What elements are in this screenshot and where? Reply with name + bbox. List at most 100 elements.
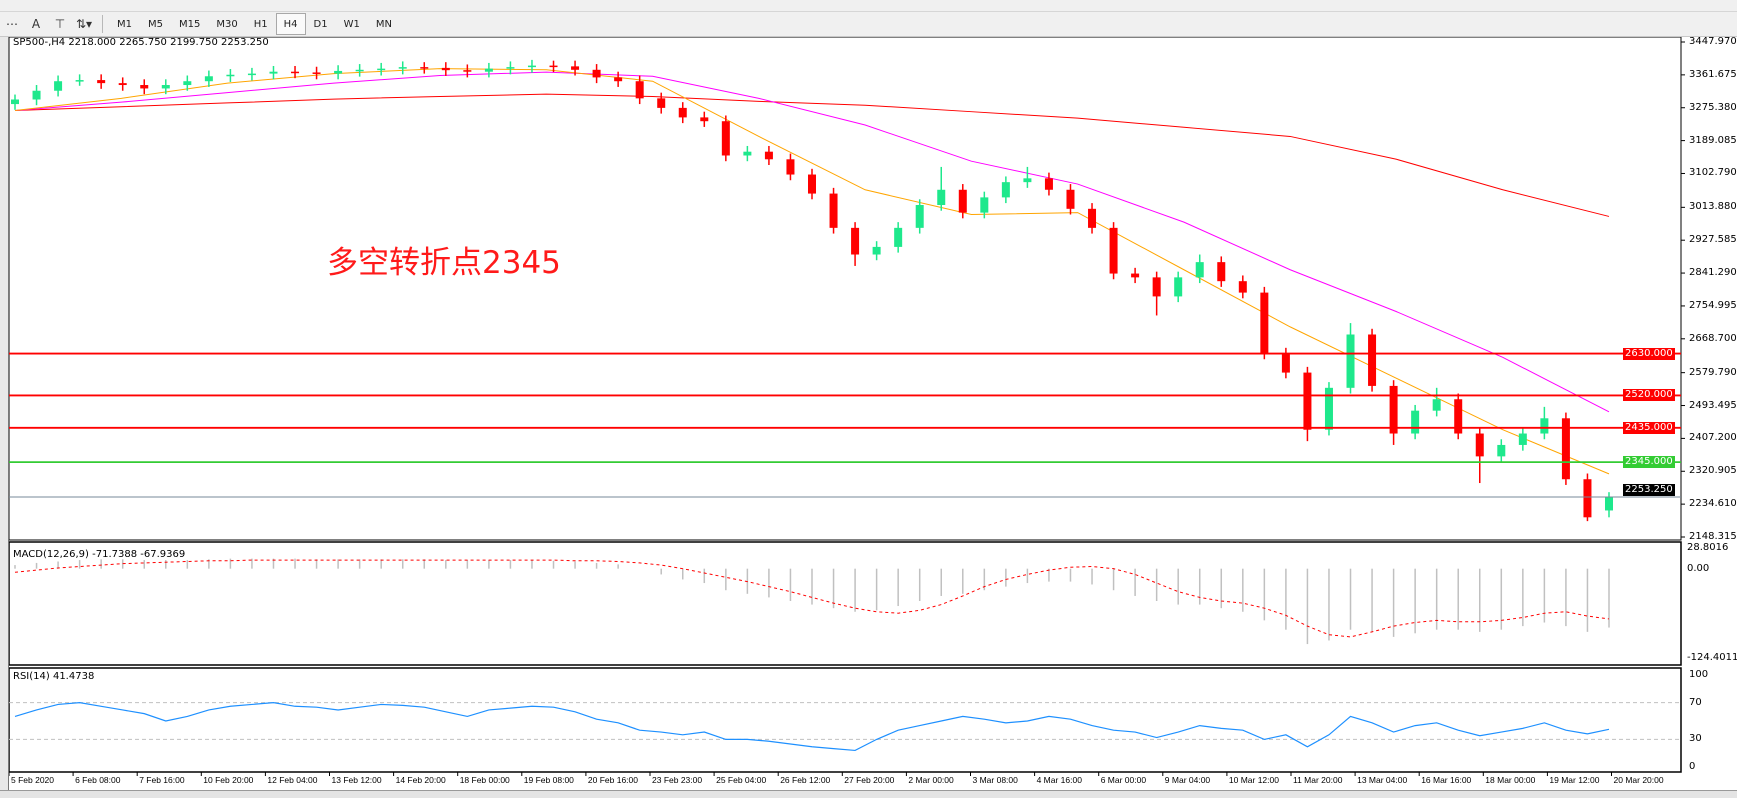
bear-candle (764, 151, 773, 160)
time-axis-label: 6 Mar 00:00 (1100, 775, 1147, 785)
rsi-axis-label: 0 (1689, 761, 1696, 772)
timeframe-m30-button[interactable]: M30 (216, 18, 238, 30)
bull-candle (334, 70, 343, 74)
bear-candle (1238, 281, 1247, 293)
grid-icon[interactable]: ⋯ (6, 17, 18, 31)
rsi-axis-label: 100 (1689, 669, 1709, 680)
price-axis-label: 2148.315 (1689, 531, 1737, 542)
timeframe-toolbar: ⋯ A ⊤ ⇅▾ M1 M5 M15 M30 H1 H4 D1 W1 MN (0, 12, 1737, 37)
macd-signal-line (14, 559, 1610, 638)
bull-candle (226, 74, 235, 77)
time-axis-label: 9 Mar 04:00 (1164, 775, 1211, 785)
bear-candle (1389, 385, 1398, 434)
bull-candle (1518, 433, 1527, 445)
bear-candle (118, 83, 127, 86)
time-axis-label: 13 Mar 04:00 (1357, 775, 1408, 785)
time-axis-label: 26 Feb 12:00 (780, 775, 831, 785)
time-axis-label: 14 Feb 20:00 (395, 775, 446, 785)
bear-candle (700, 117, 709, 122)
arrows-icon[interactable]: ⇅▾ (75, 17, 93, 31)
time-axis-label: 12 Feb 04:00 (267, 775, 318, 785)
price-axis-label: 2927.585 (1689, 234, 1737, 246)
bear-candle (291, 71, 300, 74)
level-price-tag: 2520.000 (1623, 389, 1675, 402)
bull-candle (980, 197, 989, 213)
bull-candle (355, 69, 364, 72)
moving-average-line (14, 71, 1610, 413)
text-label-icon[interactable]: ⊤ (54, 17, 66, 31)
bull-candle (1411, 410, 1420, 434)
bear-candle (592, 69, 601, 78)
bull-candle (247, 73, 256, 76)
bear-candle (1152, 277, 1161, 297)
bull-candle (377, 68, 386, 71)
bull-candle (1605, 497, 1613, 511)
toolbar-divider (102, 15, 103, 33)
timeframe-d1-button[interactable]: D1 (313, 18, 328, 30)
time-axis-label: 7 Feb 16:00 (139, 775, 185, 785)
price-axis-label: 2234.610 (1689, 498, 1737, 510)
bear-candle (420, 67, 429, 69)
price-axis-label: 3361.675 (1689, 68, 1737, 80)
bear-candle (441, 67, 450, 71)
rsi-axis-label: 30 (1689, 733, 1702, 745)
bear-candle (97, 80, 106, 84)
timeframe-m15-button[interactable]: M15 (179, 18, 201, 30)
level-price-tag: 2630.000 (1623, 347, 1675, 360)
bull-candle (872, 246, 881, 255)
bull-candle (75, 80, 84, 82)
price-axis-label: 2754.995 (1689, 299, 1737, 311)
bear-candle (1217, 262, 1226, 282)
bear-candle (1044, 178, 1053, 190)
main-panel-frame (9, 37, 1682, 541)
time-axis-label: 19 Mar 12:00 (1549, 775, 1600, 785)
timeframe-m1-button[interactable]: M1 (117, 18, 132, 30)
time-axis-label: 3 Mar 08:00 (972, 775, 1018, 785)
bull-candle (506, 67, 515, 69)
chart-canvas[interactable] (9, 37, 1737, 790)
time-axis-label: 23 Feb 23:00 (652, 775, 703, 785)
moving-average-line (14, 93, 1610, 217)
time-axis-label: 27 Feb 20:00 (844, 775, 895, 785)
timeframe-w1-button[interactable]: W1 (343, 18, 360, 30)
bear-candle (1368, 334, 1377, 386)
bull-candle (204, 76, 213, 82)
time-axis-label: 11 Mar 20:00 (1293, 775, 1343, 785)
bear-candle (312, 72, 321, 74)
bull-candle (1346, 334, 1355, 388)
price-axis-label: 2841.290 (1689, 267, 1737, 279)
bear-candle (678, 107, 687, 118)
price-axis-label: 2320.905 (1689, 465, 1737, 477)
bull-candle (1540, 418, 1549, 434)
price-axis-label: 2668.700 (1689, 332, 1737, 344)
bull-candle (743, 151, 752, 156)
time-axis-label: 10 Mar 12:00 (1228, 775, 1279, 785)
bull-candle (1324, 387, 1333, 430)
timeframe-h4-button[interactable]: H4 (275, 13, 306, 35)
bull-candle (1023, 178, 1032, 183)
bear-candle (1088, 208, 1097, 228)
bull-candle (915, 205, 924, 228)
bull-candle (11, 99, 19, 105)
text-icon[interactable]: A (31, 17, 41, 31)
bear-candle (851, 227, 860, 255)
bear-candle (140, 85, 149, 89)
bull-candle (484, 68, 493, 72)
price-axis-label: 3013.880 (1689, 201, 1737, 213)
bear-candle (463, 70, 472, 72)
timeframe-mn-button[interactable]: MN (375, 18, 392, 30)
rsi-title: RSI(14) 41.4738 (13, 671, 95, 682)
timeframe-m5-button[interactable]: M5 (148, 18, 163, 30)
bull-candle (1432, 399, 1441, 411)
bear-candle (571, 66, 580, 70)
time-axis-label: 10 Feb 20:00 (203, 775, 254, 785)
annotation-text: 多空转折点2345 (327, 245, 561, 281)
bear-candle (786, 159, 795, 175)
price-axis-label: 2493.495 (1689, 399, 1737, 411)
bear-candle (1109, 227, 1118, 274)
time-axis-label: 19 Feb 08:00 (523, 775, 574, 785)
time-axis-label: 20 Mar 20:00 (1613, 775, 1664, 785)
bear-candle (549, 65, 558, 68)
time-axis-label: 20 Feb 16:00 (587, 775, 638, 785)
timeframe-h1-button[interactable]: H1 (253, 18, 268, 30)
